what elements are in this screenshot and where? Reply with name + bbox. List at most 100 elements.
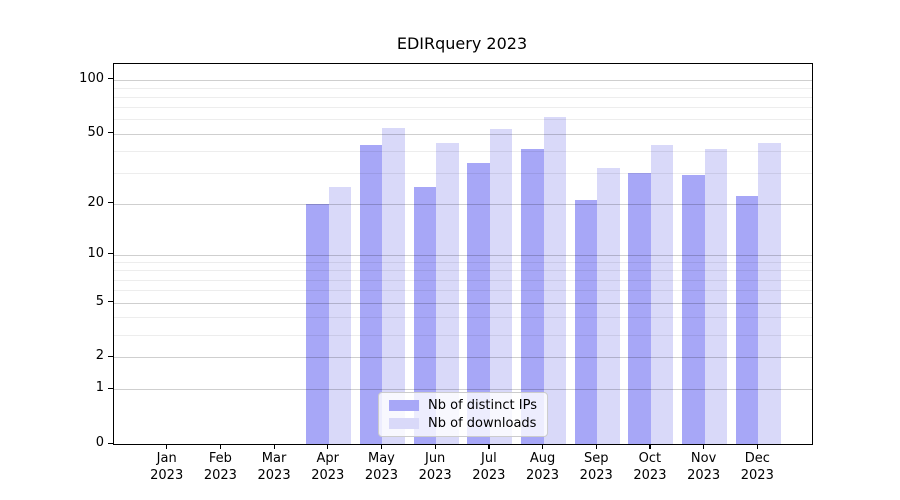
- gridline-major: [114, 357, 812, 359]
- x-tick-label: Nov 2023: [674, 451, 734, 484]
- bar-distinct-ips-sep: [574, 199, 598, 444]
- x-tick-label: Mar 2023: [244, 451, 304, 484]
- x-tick-label-line: Aug: [529, 451, 556, 466]
- x-tick-label-line: Nov: [690, 451, 717, 466]
- bar-distinct-ips-dec: [735, 196, 759, 444]
- x-tick-label-line: 2023: [311, 467, 345, 483]
- bar-distinct-ips-may: [359, 145, 383, 444]
- x-tick-label: Jul 2023: [459, 451, 519, 484]
- gridline-major: [114, 302, 812, 304]
- x-tick-label-line: Feb: [208, 451, 232, 466]
- legend-label: Nb of distinct IPs: [428, 398, 537, 413]
- gridline-minor: [114, 87, 812, 89]
- x-tick-label-line: Dec: [744, 451, 770, 466]
- gridline-major: [114, 254, 812, 256]
- bar-downloads-nov: [704, 148, 728, 444]
- y-tick-mark: [108, 78, 113, 80]
- bar-downloads-jun: [436, 143, 459, 444]
- gridline-minor: [114, 279, 812, 281]
- x-tick-label-line: Jun: [424, 451, 446, 466]
- bar-distinct-ips-oct: [628, 172, 651, 444]
- y-tick-mark: [108, 253, 113, 255]
- x-tick-mark: [434, 444, 436, 449]
- x-tick-mark: [542, 444, 544, 449]
- gridline-minor: [114, 150, 812, 152]
- y-tick-mark: [108, 442, 113, 444]
- gridline-major: [114, 389, 812, 391]
- x-tick-label-line: Oct: [638, 451, 662, 466]
- bar-distinct-ips-nov: [682, 175, 705, 444]
- x-tick-label: Aug 2023: [513, 451, 573, 484]
- x-tick-label: Feb 2023: [190, 451, 250, 484]
- gridline-minor: [114, 119, 812, 121]
- y-tick-label: 20: [87, 194, 104, 210]
- legend-item-distinct-ips: Nb of distinct IPs: [389, 398, 537, 413]
- x-tick-label-line: Mar: [261, 451, 287, 466]
- gridline-minor: [114, 262, 812, 264]
- x-tick-label-line: Jan: [156, 451, 177, 466]
- x-tick-label-line: 2023: [150, 467, 184, 483]
- x-tick-label-line: 2023: [203, 467, 237, 483]
- gridline-major: [114, 133, 812, 135]
- bar-downloads-oct: [650, 145, 674, 444]
- x-tick-mark: [488, 444, 490, 449]
- y-tick-mark: [108, 387, 113, 389]
- bar-downloads-dec: [758, 143, 781, 444]
- x-tick-mark: [166, 444, 168, 449]
- x-tick-mark: [219, 444, 222, 449]
- bar-downloads-apr: [328, 186, 352, 444]
- x-tick-label-line: 2023: [525, 467, 560, 483]
- x-tick-label: Apr 2023: [298, 451, 358, 484]
- legend: Nb of distinct IPs Nb of downloads: [378, 392, 548, 437]
- bar-downloads-aug: [543, 116, 567, 444]
- x-tick-label: Oct 2023: [620, 451, 680, 484]
- x-tick-label-line: Sep: [583, 451, 609, 466]
- x-tick-label-line: 2023: [364, 467, 398, 483]
- y-tick-mark: [108, 301, 113, 303]
- x-tick-mark: [595, 444, 597, 449]
- x-tick-label-line: Apr: [316, 451, 340, 466]
- x-tick-label: Jun 2023: [405, 451, 465, 484]
- y-tick-mark: [108, 355, 113, 357]
- chart-title: EDIRquery 2023: [396, 34, 528, 53]
- gridline-major: [114, 79, 812, 81]
- plot-area: Nb of distinct IPs Nb of downloads: [113, 63, 813, 445]
- gridline-minor: [114, 316, 812, 318]
- y-tick-label: 10: [87, 245, 104, 261]
- x-tick-label: May 2023: [351, 451, 411, 484]
- x-tick-mark: [649, 444, 651, 449]
- gridline-minor: [114, 270, 812, 272]
- y-tick-mark: [108, 132, 113, 134]
- legend-item-downloads: Nb of downloads: [389, 416, 537, 431]
- bar-distinct-ips-jun: [413, 186, 437, 444]
- x-tick-label-line: Jul: [481, 451, 497, 466]
- x-tick-label-line: May: [368, 451, 395, 466]
- gridline-minor: [114, 334, 812, 336]
- y-tick-label: 50: [87, 124, 104, 140]
- x-tick-mark: [327, 444, 329, 449]
- bar-distinct-ips-aug: [521, 148, 544, 444]
- x-tick-mark: [273, 444, 275, 449]
- x-tick-label-line: 2023: [418, 467, 452, 483]
- x-tick-label-line: 2023: [579, 467, 613, 483]
- bar-downloads-may: [382, 127, 405, 444]
- x-tick-label-line: 2023: [740, 467, 774, 483]
- y-tick-label: 0: [95, 435, 104, 450]
- gridline-major: [114, 203, 812, 205]
- bar-downloads-jul: [489, 129, 513, 444]
- bar-distinct-ips-apr: [306, 203, 329, 444]
- x-tick-label-line: 2023: [472, 467, 506, 483]
- gridline-minor: [114, 96, 812, 98]
- x-tick-label-line: 2023: [687, 467, 721, 483]
- gridline-minor: [114, 107, 812, 109]
- x-tick-label: Dec 2023: [727, 451, 787, 484]
- y-tick-label: 2: [95, 348, 104, 364]
- bar-distinct-ips-jul: [467, 163, 490, 444]
- y-tick-mark: [108, 202, 113, 204]
- legend-swatch: [389, 418, 420, 429]
- y-tick-label: 5: [95, 293, 104, 309]
- x-tick-label-line: 2023: [633, 467, 667, 483]
- x-tick-label: Jan 2023: [137, 451, 197, 484]
- y-tick-label: 1: [95, 380, 104, 396]
